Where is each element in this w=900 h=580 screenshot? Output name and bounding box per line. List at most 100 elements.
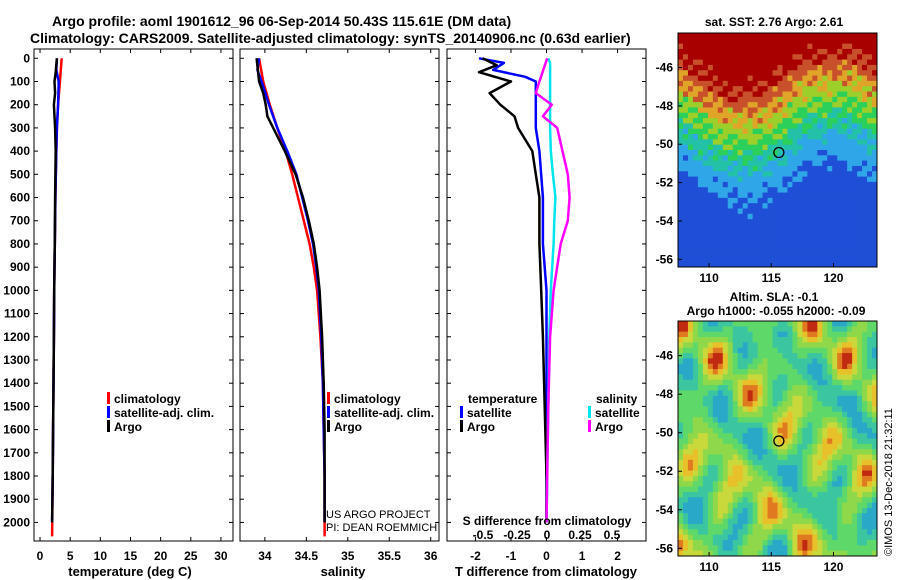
map-cell xyxy=(842,128,848,135)
map-cell xyxy=(812,91,818,98)
map-cell xyxy=(867,497,873,503)
map-cell xyxy=(867,91,873,98)
map-cell xyxy=(837,539,843,546)
map-cell xyxy=(757,192,763,199)
map-cell xyxy=(787,165,793,172)
map-cell xyxy=(678,155,684,162)
map-cell xyxy=(707,261,714,268)
map-cell xyxy=(837,38,843,45)
map-cell xyxy=(777,139,783,146)
map-cell xyxy=(847,406,853,413)
map-cell xyxy=(772,64,778,71)
map-cell xyxy=(792,395,798,402)
map-cell xyxy=(812,38,818,45)
map-cell xyxy=(857,139,863,146)
map-cell xyxy=(752,251,759,257)
map-cell xyxy=(757,75,763,82)
map-cell xyxy=(752,70,759,76)
map-cell xyxy=(772,326,778,333)
map-cell xyxy=(782,197,788,204)
map-cell xyxy=(782,181,788,188)
map-cell xyxy=(777,523,783,530)
map-cell xyxy=(862,171,868,177)
map-cell xyxy=(822,475,828,482)
map-cell xyxy=(842,406,848,413)
map-cell xyxy=(777,208,783,215)
map-cell xyxy=(732,123,739,130)
map-cell xyxy=(762,443,768,450)
map-cell xyxy=(822,545,828,552)
map-cell xyxy=(722,406,729,413)
map-cell xyxy=(817,181,823,188)
map-cell xyxy=(792,213,798,220)
map-cell xyxy=(822,379,828,386)
map-cell xyxy=(792,470,798,477)
map-cell xyxy=(822,401,828,407)
map-cell xyxy=(722,256,729,263)
map-cell xyxy=(832,59,838,66)
map-cell xyxy=(702,513,709,520)
map-cell xyxy=(737,33,744,39)
map-cell xyxy=(707,427,714,434)
map-cell xyxy=(712,523,719,530)
map-cell xyxy=(782,342,788,349)
map-cell xyxy=(827,363,833,370)
map-cell xyxy=(842,374,848,381)
map-cell xyxy=(767,261,773,268)
map-cell xyxy=(717,208,724,215)
map-cell xyxy=(872,438,878,445)
map-cell xyxy=(872,75,878,82)
map-cell xyxy=(737,75,744,82)
map-cell xyxy=(852,33,858,39)
map-cell xyxy=(767,481,773,487)
map-cell xyxy=(847,197,853,204)
map-cell xyxy=(747,454,754,461)
map-cell xyxy=(767,545,773,552)
map-cell xyxy=(678,379,684,386)
map-cell xyxy=(747,486,754,493)
map-cell xyxy=(852,523,858,530)
map-cell xyxy=(732,545,739,552)
map-cell xyxy=(692,160,699,167)
map-cell xyxy=(862,75,868,82)
map-cell xyxy=(832,379,838,386)
map-cell xyxy=(722,385,729,391)
map-cell xyxy=(747,481,754,487)
map-cell xyxy=(712,123,719,130)
map-cell xyxy=(787,96,793,103)
map-cell xyxy=(722,379,729,386)
map-cell xyxy=(717,219,724,225)
map-cell xyxy=(747,91,754,98)
map-cell xyxy=(797,213,803,220)
x-tick-label: 35.5 xyxy=(378,549,402,563)
map-cell xyxy=(712,171,719,177)
map-cell xyxy=(872,497,878,503)
map-cell xyxy=(687,240,694,247)
map-cell xyxy=(762,155,768,162)
map-cell xyxy=(752,144,759,151)
map-cell xyxy=(747,213,754,220)
map-cell xyxy=(678,438,684,445)
map-cell xyxy=(797,379,803,386)
map-cell xyxy=(722,118,729,124)
map-cell xyxy=(847,139,853,146)
map-cell xyxy=(787,518,793,525)
map-cell xyxy=(772,208,778,215)
map-cell xyxy=(817,240,823,247)
map-cell xyxy=(787,454,793,461)
salinity-panel: 34 34.5 35 35.5 36 xyxy=(239,48,440,563)
map-cell xyxy=(787,417,793,423)
map-cell xyxy=(727,363,734,370)
map-cell xyxy=(752,102,759,108)
map-cell xyxy=(747,363,754,370)
map-cell xyxy=(872,390,878,397)
map-cell xyxy=(807,337,813,343)
map-cell xyxy=(837,118,843,124)
map-cell xyxy=(812,363,818,370)
map-cell xyxy=(687,374,694,381)
map-cell xyxy=(682,449,689,455)
map-cell xyxy=(797,518,803,525)
map-cell xyxy=(732,390,739,397)
map-cell xyxy=(707,433,714,439)
map-cell xyxy=(802,112,808,119)
